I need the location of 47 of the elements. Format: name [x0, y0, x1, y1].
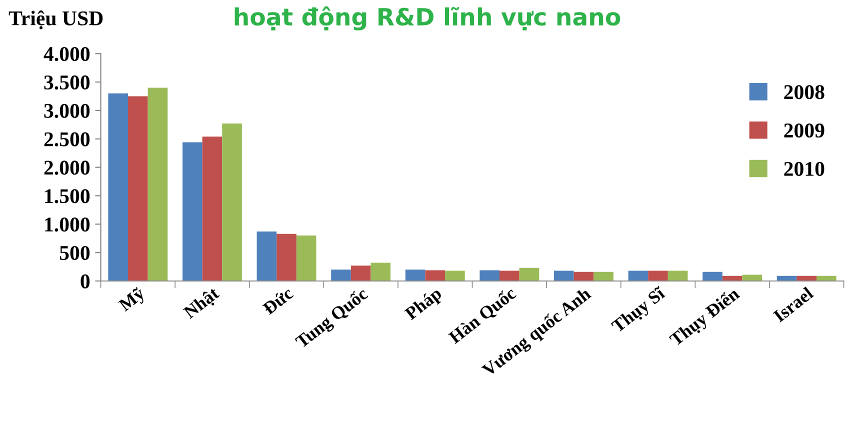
y-tick-label: 0 [80, 274, 90, 288]
y-tick-label: 500 [60, 246, 90, 260]
x-tick-label: Pháp [404, 286, 445, 324]
legend-label: 2010 [784, 162, 824, 176]
bar [128, 96, 148, 281]
y-tick-label: 2.500 [44, 132, 90, 146]
bar [296, 236, 316, 281]
x-tick-label: Đức [262, 286, 294, 316]
bar [182, 142, 202, 281]
bar [350, 266, 371, 281]
y-tick-label: 1.500 [45, 189, 90, 204]
bar [742, 274, 762, 281]
bar [574, 272, 594, 281]
y-tick-label: 3.000 [44, 104, 90, 118]
bar [276, 234, 296, 281]
y-tick-label: 1.000 [45, 218, 90, 232]
legend-label: 2009 [784, 123, 824, 138]
bar [256, 232, 277, 281]
bar [702, 272, 722, 281]
bar [425, 270, 446, 281]
bar [202, 136, 222, 281]
y-tick-label: 3.500 [44, 75, 90, 90]
bar [500, 270, 520, 281]
x-tick-label: Mỹ [118, 286, 148, 315]
legend-label: 2008 [784, 85, 824, 100]
bar [594, 272, 614, 281]
bar [108, 93, 128, 281]
bar [370, 262, 391, 281]
bar [331, 270, 351, 281]
y-axis-title: Triệu USD [8, 10, 103, 30]
x-tick-label: Nhật [182, 286, 222, 322]
bar [554, 270, 574, 281]
bar [628, 270, 648, 281]
x-tick-label: Thụy Điển [668, 286, 743, 350]
bar [222, 124, 242, 281]
x-tick-label: Thụy Sĩ [610, 286, 669, 336]
y-tick-label: 4.000 [44, 47, 90, 62]
chart-title: hoạt động R&D lĩnh vực nano [234, 6, 620, 30]
bar [445, 270, 465, 281]
bar [648, 270, 668, 281]
x-tick-label: Tung Quốc [294, 286, 372, 352]
bar [668, 270, 688, 281]
bar [148, 88, 168, 281]
bar [405, 270, 426, 281]
bar [480, 270, 500, 281]
bar [519, 268, 540, 281]
y-tick-label: 2.000 [44, 160, 90, 175]
